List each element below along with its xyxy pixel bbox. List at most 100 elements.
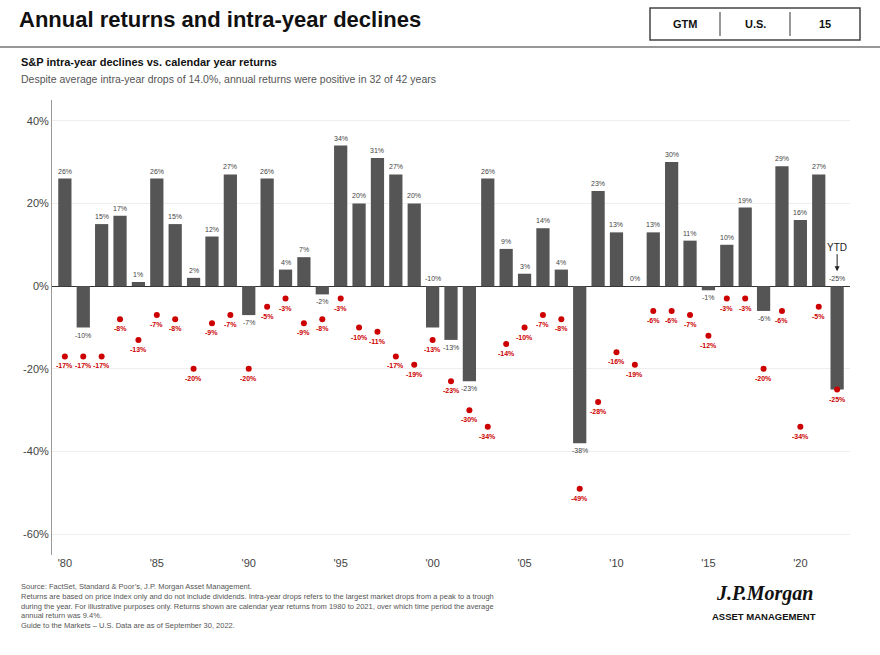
svg-text:-1%: -1% [702,294,714,301]
svg-text:-6%: -6% [775,317,788,324]
svg-text:4%: 4% [556,259,566,266]
svg-text:15%: 15% [95,213,109,220]
svg-text:-3%: -3% [279,305,292,312]
svg-text:-23%: -23% [443,387,460,394]
svg-text:1%: 1% [133,271,143,278]
svg-text:'95: '95 [334,557,348,569]
svg-text:-16%: -16% [608,358,625,365]
svg-text:-2%: -2% [316,298,328,305]
svg-text:-10%: -10% [425,275,441,282]
svg-text:26%: 26% [58,168,72,175]
svg-text:-6%: -6% [758,315,770,322]
svg-text:YTD: YTD [827,242,847,253]
svg-text:-14%: -14% [498,350,515,357]
svg-text:12%: 12% [205,226,219,233]
svg-text:-34%: -34% [479,433,496,440]
svg-text:-13%: -13% [443,344,459,351]
svg-text:-20%: -20% [240,375,257,382]
svg-text:34%: 34% [334,135,348,142]
svg-text:-20%: -20% [185,375,202,382]
svg-text:'05: '05 [517,557,531,569]
svg-text:4%: 4% [281,259,291,266]
svg-text:-19%: -19% [626,371,643,378]
svg-text:U.S.: U.S. [745,18,766,30]
svg-text:29%: 29% [775,155,789,162]
svg-text:-17%: -17% [56,362,73,369]
svg-text:2%: 2% [189,267,199,274]
svg-text:'80: '80 [58,557,72,569]
svg-text:0%: 0% [630,275,640,282]
svg-text:-8%: -8% [169,325,182,332]
svg-text:'15: '15 [701,557,715,569]
svg-text:-7%: -7% [536,321,549,328]
svg-text:20%: 20% [27,197,49,209]
svg-text:-49%: -49% [571,495,588,502]
svg-text:23%: 23% [591,180,605,187]
svg-text:27%: 27% [223,163,237,170]
svg-text:GTM: GTM [673,18,697,30]
svg-text:14%: 14% [536,217,550,224]
svg-text:20%: 20% [407,192,421,199]
svg-text:-13%: -13% [424,346,441,353]
svg-text:-9%: -9% [205,329,218,336]
svg-text:Source: FactSet, Standard & Po: Source: FactSet, Standard & Poor’s, J.P.… [21,582,494,630]
svg-text:-8%: -8% [316,325,329,332]
svg-text:'85: '85 [150,557,164,569]
svg-text:31%: 31% [370,147,384,154]
svg-text:17%: 17% [113,205,127,212]
svg-text:10%: 10% [720,234,734,241]
svg-text:-17%: -17% [387,362,404,369]
svg-text:40%: 40% [27,115,49,127]
svg-text:-8%: -8% [114,325,127,332]
svg-text:26%: 26% [260,168,274,175]
svg-text:13%: 13% [646,221,660,228]
svg-text:27%: 27% [812,163,826,170]
svg-text:15: 15 [819,18,831,30]
svg-text:-3%: -3% [720,305,733,312]
svg-text:-11%: -11% [369,338,386,345]
svg-text:-28%: -28% [590,408,607,415]
svg-text:-7%: -7% [224,321,237,328]
svg-text:-34%: -34% [792,433,809,440]
svg-text:3%: 3% [520,263,530,270]
svg-text:-13%: -13% [130,346,147,353]
svg-text:S&P intra-year declines vs. ca: S&P intra-year declines vs. calendar yea… [21,56,277,68]
svg-text:-23%: -23% [461,385,477,392]
svg-text:-10%: -10% [516,334,533,341]
svg-text:-12%: -12% [700,342,717,349]
svg-text:ASSET MANAGEMENT: ASSET MANAGEMENT [712,611,816,622]
svg-text:-3%: -3% [334,305,347,312]
svg-text:Annual returns and intra-year: Annual returns and intra-year declines [19,7,421,32]
svg-text:-5%: -5% [812,313,825,320]
svg-text:-38%: -38% [572,447,588,454]
svg-text:-60%: -60% [23,528,49,540]
svg-text:-6%: -6% [665,317,678,324]
svg-text:11%: 11% [683,230,697,237]
svg-text:-40%: -40% [23,445,49,457]
svg-text:27%: 27% [389,163,403,170]
svg-text:-7%: -7% [243,319,255,326]
svg-text:J.P.Morgan: J.P.Morgan [716,582,813,605]
svg-text:-19%: -19% [406,371,423,378]
svg-text:7%: 7% [299,246,309,253]
svg-text:'10: '10 [609,557,623,569]
svg-text:-20%: -20% [755,375,772,382]
svg-text:13%: 13% [609,221,623,228]
svg-text:19%: 19% [738,197,752,204]
svg-text:-9%: -9% [297,329,310,336]
svg-text:0%: 0% [33,280,49,292]
svg-text:26%: 26% [150,168,164,175]
svg-text:-25%: -25% [829,275,845,282]
svg-text:26%: 26% [481,168,495,175]
svg-text:-3%: -3% [739,305,752,312]
svg-text:-7%: -7% [150,321,163,328]
svg-text:-20%: -20% [23,363,49,375]
svg-text:16%: 16% [793,209,807,216]
svg-text:-17%: -17% [75,362,92,369]
svg-text:-7%: -7% [684,321,697,328]
svg-text:-10%: -10% [75,332,91,339]
svg-text:Despite average intra-year dro: Despite average intra-year drops of 14.0… [21,73,436,85]
svg-text:30%: 30% [665,151,679,158]
svg-text:'20: '20 [793,557,807,569]
svg-text:-30%: -30% [461,416,478,423]
